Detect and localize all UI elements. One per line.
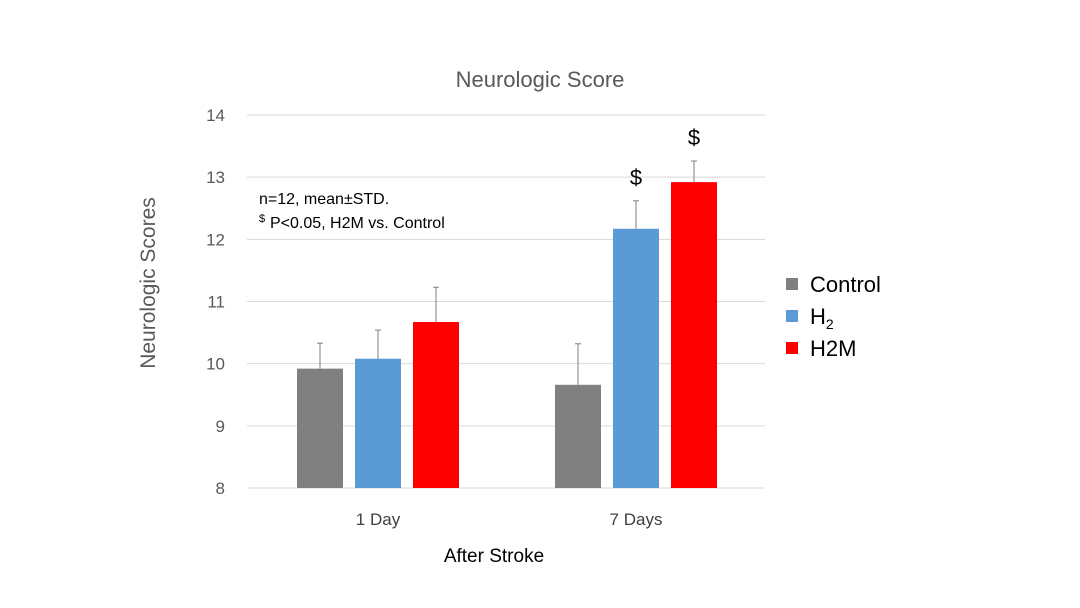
annotation-line-1: n=12, mean±STD. bbox=[259, 191, 389, 208]
legend-swatch bbox=[786, 310, 798, 322]
significance-marker: $ bbox=[630, 165, 642, 190]
bar bbox=[413, 322, 459, 488]
y-tick-label: 9 bbox=[216, 417, 225, 436]
legend-label: H2M bbox=[810, 336, 856, 361]
x-tick-label: 1 Day bbox=[356, 510, 401, 529]
bar bbox=[555, 384, 601, 488]
y-axis-ticks: 8 9 10 11 12 13 14 bbox=[206, 106, 225, 498]
x-axis-ticks: 1 Day 7 Days bbox=[356, 510, 663, 529]
legend-label: H2 bbox=[810, 304, 834, 332]
annotation-note: n=12, mean±STD. $ P<0.05, H2M vs. Contro… bbox=[259, 191, 445, 232]
legend-swatch bbox=[786, 278, 798, 290]
y-tick-label: 13 bbox=[206, 168, 225, 187]
y-tick-label: 11 bbox=[207, 293, 225, 312]
bars: $$ bbox=[297, 125, 717, 488]
legend-swatch bbox=[786, 342, 798, 354]
x-axis-label: After Stroke bbox=[444, 546, 544, 567]
y-axis-label: Neurologic Scores bbox=[137, 197, 160, 369]
annotation-line-2: P<0.05, H2M vs. Control bbox=[270, 215, 445, 232]
y-tick-label: 8 bbox=[216, 479, 225, 498]
x-tick-label: 7 Days bbox=[610, 510, 663, 529]
bar bbox=[355, 358, 401, 488]
legend: Control H2 H2M bbox=[786, 272, 881, 361]
y-tick-label: 14 bbox=[206, 106, 225, 125]
legend-subscript: 2 bbox=[826, 316, 834, 332]
legend-label: Control bbox=[810, 272, 881, 297]
bar bbox=[297, 368, 343, 488]
y-tick-label: 10 bbox=[206, 355, 225, 374]
annotation-superscript: $ bbox=[259, 213, 265, 225]
significance-marker: $ bbox=[688, 125, 700, 150]
y-tick-label: 12 bbox=[206, 230, 225, 249]
bar bbox=[671, 182, 717, 488]
bar bbox=[613, 228, 659, 488]
chart-title: Neurologic Score bbox=[456, 67, 625, 92]
